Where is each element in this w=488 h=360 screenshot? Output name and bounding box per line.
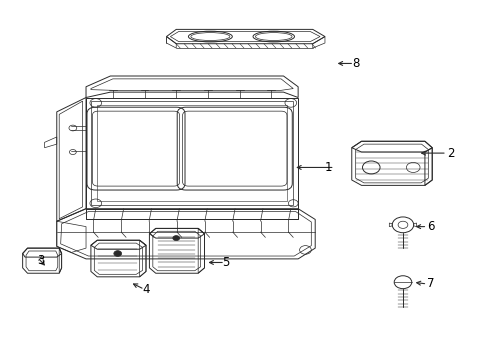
Text: 7: 7 (427, 278, 434, 291)
Text: 4: 4 (142, 283, 149, 296)
Text: 2: 2 (446, 147, 453, 159)
Text: 8: 8 (351, 57, 358, 70)
Text: 6: 6 (427, 220, 434, 233)
Circle shape (114, 251, 122, 256)
Text: 3: 3 (37, 254, 44, 267)
Circle shape (172, 235, 179, 240)
Text: 1: 1 (325, 161, 332, 174)
Text: 5: 5 (222, 256, 229, 269)
